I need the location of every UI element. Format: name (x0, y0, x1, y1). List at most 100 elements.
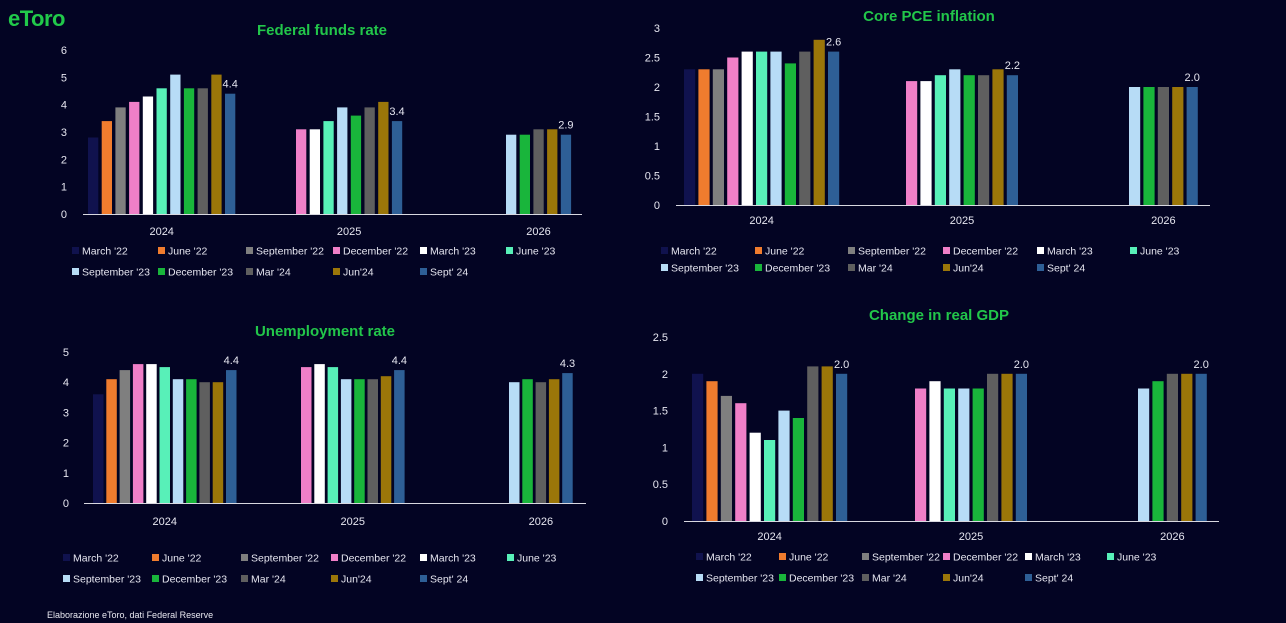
bar (93, 394, 104, 503)
legend-swatch (420, 268, 427, 275)
bar (727, 57, 739, 205)
legend-swatch (1107, 553, 1114, 560)
bar (380, 376, 392, 503)
bar (506, 134, 517, 214)
legend-label: Sept' 24 (430, 267, 468, 279)
y-tick-label: 3 (63, 407, 69, 419)
legend-label: March '22 (706, 552, 752, 564)
legend-swatch (943, 264, 950, 271)
legend-swatch (246, 247, 253, 254)
bar (1001, 373, 1013, 521)
legend-swatch (158, 268, 165, 275)
bar (1006, 75, 1018, 205)
legend-label: December '22 (953, 552, 1018, 564)
legend-label: Mar '24 (256, 267, 291, 279)
legend-swatch (333, 268, 340, 275)
legend-swatch (152, 575, 159, 582)
legend-swatch (420, 554, 427, 561)
bar (1015, 373, 1027, 521)
legend-label: September '23 (671, 263, 739, 275)
bar (1129, 87, 1141, 205)
bar (792, 418, 804, 521)
bar (106, 379, 117, 503)
bar (698, 69, 710, 205)
legend-swatch (1025, 553, 1032, 560)
y-tick-label: 2.5 (645, 53, 660, 65)
category-label: 2025 (959, 531, 983, 543)
legend-swatch (862, 553, 869, 560)
legend-label: June '23 (1117, 552, 1157, 564)
legend-label: December '23 (789, 573, 854, 585)
bar (535, 382, 547, 503)
bar (934, 75, 946, 205)
chart-title: Unemployment rate (255, 323, 395, 340)
legend-swatch (661, 247, 668, 254)
y-tick-label: 0 (61, 209, 67, 221)
bar (684, 69, 696, 205)
legend-label: March '22 (82, 246, 128, 258)
bar (929, 381, 941, 521)
legend-swatch (848, 264, 855, 271)
bar (547, 129, 558, 214)
y-tick-label: 5 (63, 347, 69, 359)
legend-label: December '22 (341, 553, 406, 565)
y-tick-label: 0 (662, 516, 668, 528)
category-label: 2024 (149, 226, 173, 238)
legend-swatch (1037, 247, 1044, 254)
legend-swatch (241, 575, 248, 582)
legend-label: September '23 (706, 573, 774, 585)
legend-swatch (755, 247, 762, 254)
y-tick-label: 5 (61, 72, 67, 84)
legend-swatch (420, 247, 427, 254)
y-tick-label: 1 (662, 442, 668, 454)
bar (364, 107, 375, 214)
bar (1152, 381, 1164, 521)
bar (183, 88, 195, 214)
legend-swatch (943, 553, 950, 560)
legend-label: Mar '24 (251, 574, 286, 586)
data-label: 4.4 (392, 355, 407, 367)
bar (692, 373, 704, 521)
bar (172, 379, 184, 503)
bar (836, 373, 848, 521)
bar (225, 93, 236, 214)
bar (354, 379, 365, 503)
bar (920, 81, 932, 205)
bar (915, 388, 927, 521)
legend-swatch (943, 247, 950, 254)
legend-swatch (506, 247, 513, 254)
legend-swatch (755, 264, 762, 271)
legend-label: June '22 (789, 552, 829, 564)
legend-label: September '23 (73, 574, 141, 586)
bar (1172, 87, 1184, 205)
bar (350, 115, 362, 214)
legend-label: Jun'24 (343, 267, 374, 279)
legend-swatch (696, 574, 703, 581)
bar (519, 134, 530, 214)
bar (197, 88, 208, 214)
bar (211, 74, 222, 214)
source-note: Elaborazione eToro, dati Federal Reserve (47, 610, 214, 620)
legend-swatch (507, 554, 514, 561)
chart-title: Core PCE inflation (863, 8, 995, 25)
bar (1186, 87, 1198, 205)
category-label: 2024 (757, 531, 781, 543)
data-label: 4.3 (560, 358, 575, 370)
bar (756, 51, 768, 205)
legend-swatch (333, 247, 340, 254)
bar (142, 96, 154, 214)
bar (212, 382, 224, 503)
bar (1166, 373, 1178, 521)
category-label: 2025 (950, 215, 974, 227)
bar (735, 403, 747, 521)
bar (972, 388, 984, 521)
y-tick-label: 0.5 (645, 171, 660, 183)
legend-label: June '23 (517, 553, 557, 565)
bar (186, 379, 197, 503)
data-label: 2.0 (834, 359, 849, 371)
y-tick-label: 1 (63, 468, 69, 480)
bar (378, 101, 389, 214)
